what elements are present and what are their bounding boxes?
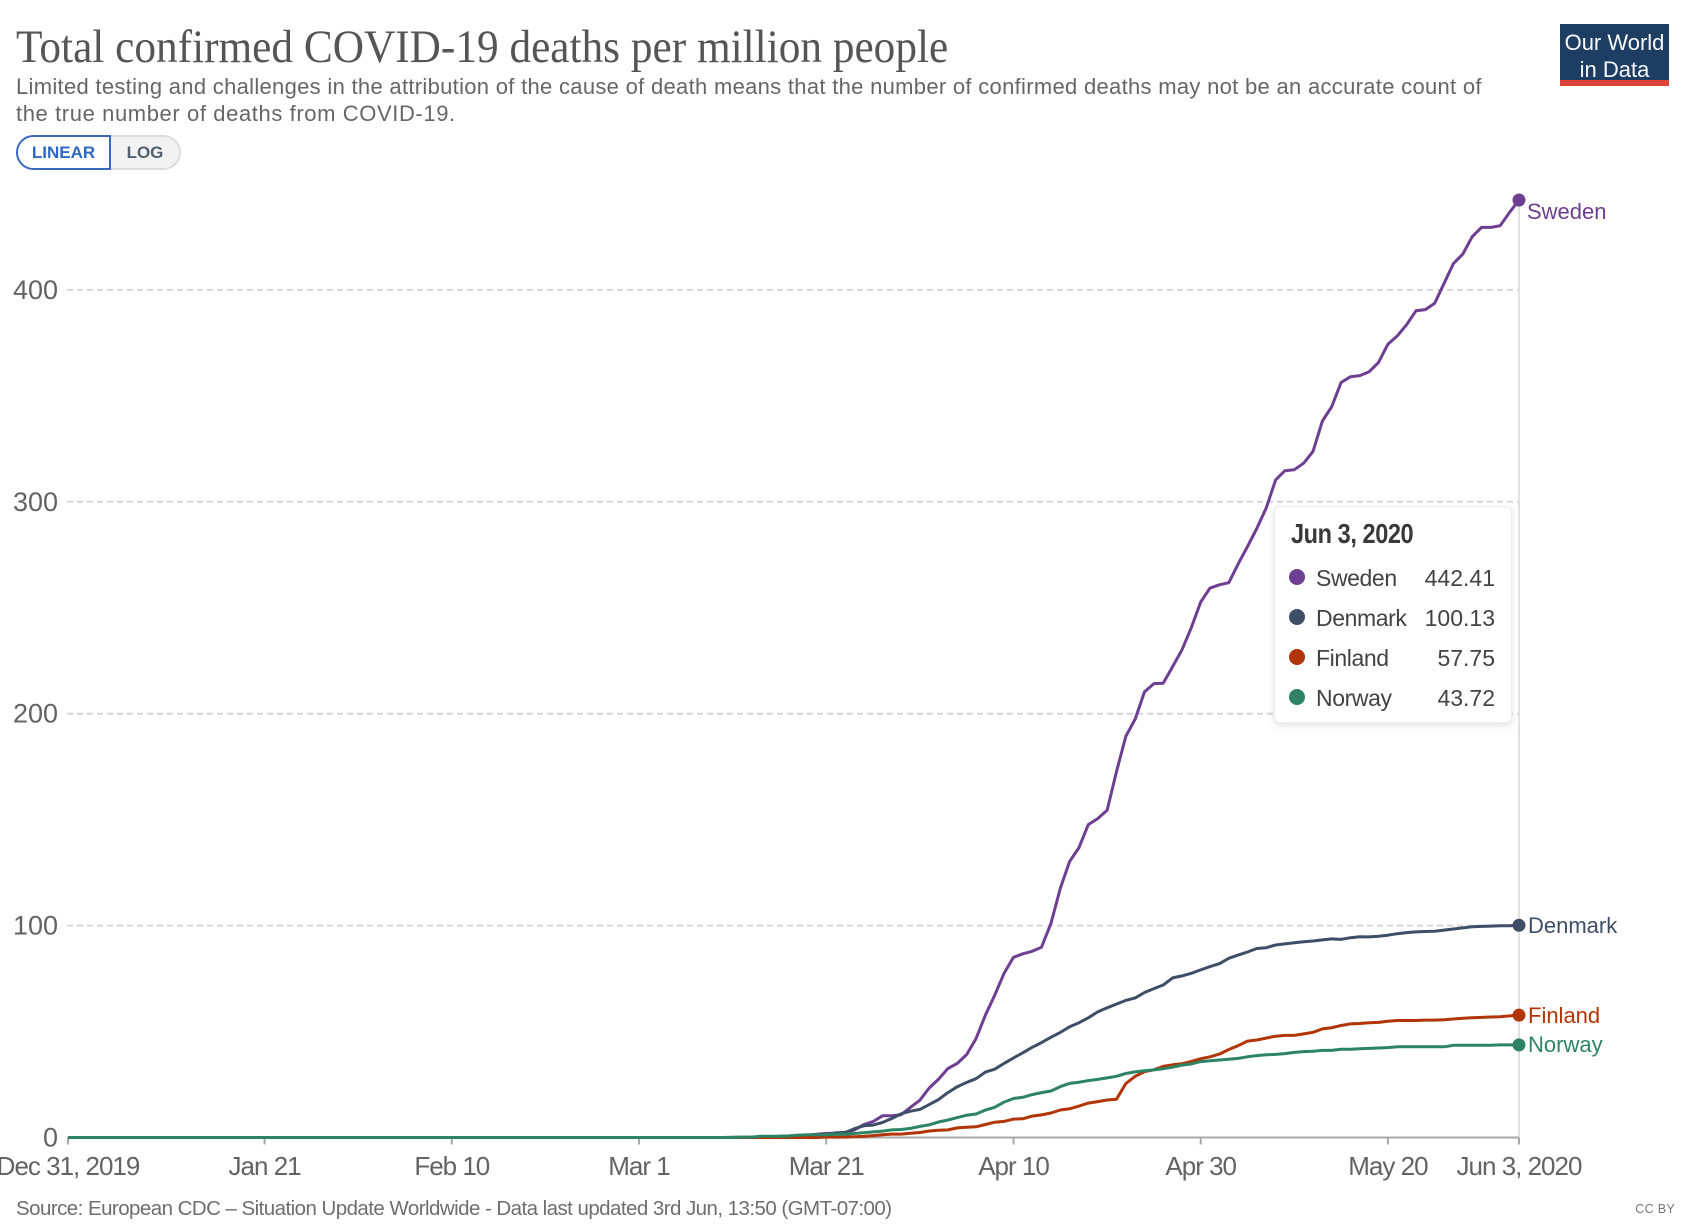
svg-text:Mar 1: Mar 1	[608, 1151, 670, 1181]
svg-text:Apr 10: Apr 10	[978, 1151, 1049, 1181]
svg-text:May 20: May 20	[1348, 1151, 1428, 1181]
svg-text:Apr 30: Apr 30	[1165, 1151, 1236, 1181]
svg-text:Jan 21: Jan 21	[229, 1151, 302, 1181]
svg-text:Finland: Finland	[1528, 1003, 1600, 1028]
svg-text:200: 200	[13, 699, 58, 729]
svg-text:Dec 31, 2019: Dec 31, 2019	[0, 1151, 140, 1181]
svg-text:Mar 21: Mar 21	[789, 1151, 864, 1181]
svg-text:100: 100	[13, 911, 58, 941]
svg-text:Denmark: Denmark	[1528, 913, 1618, 938]
svg-text:Sweden: Sweden	[1527, 199, 1607, 224]
svg-text:Jun 3, 2020: Jun 3, 2020	[1457, 1151, 1582, 1181]
svg-text:300: 300	[13, 487, 58, 517]
svg-text:Norway: Norway	[1528, 1032, 1603, 1057]
svg-text:Feb 10: Feb 10	[414, 1151, 489, 1181]
svg-text:400: 400	[13, 275, 58, 305]
svg-text:0: 0	[43, 1123, 58, 1153]
